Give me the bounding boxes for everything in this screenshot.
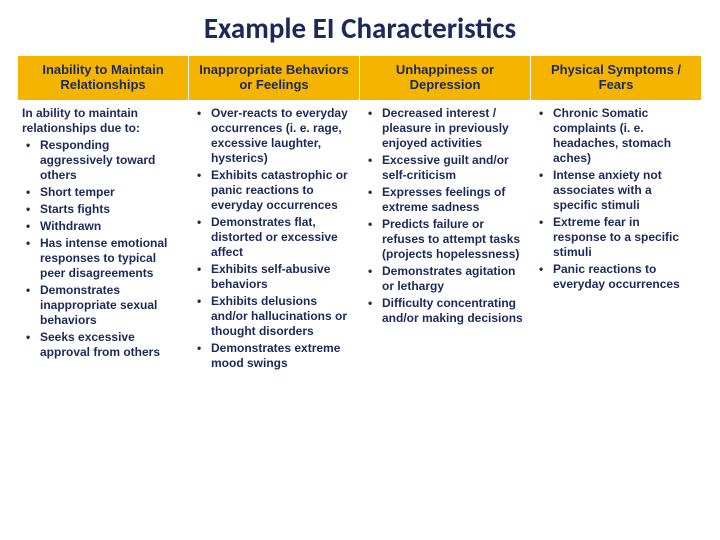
bullet-item: Intense anxiety not associates with a sp… xyxy=(535,168,696,213)
bullet-item: Excessive guilt and/or self-criticism xyxy=(364,153,525,183)
col-header-0: Inability to Maintain Relationships xyxy=(18,56,189,100)
bullet-item: Panic reactions to everyday occurrences xyxy=(535,262,696,292)
bullet-item: Starts fights xyxy=(22,202,183,217)
col-3-bullets: Chronic Somatic complaints (i. e. headac… xyxy=(535,106,696,292)
bullet-item: Exhibits self-abusive behaviors xyxy=(193,262,354,292)
bullet-item: Responding aggressively toward others xyxy=(22,138,183,183)
col-body-2: Decreased interest / pleasure in previou… xyxy=(360,100,531,379)
bullet-item: Chronic Somatic complaints (i. e. headac… xyxy=(535,106,696,166)
bullet-item: Demonstrates flat, distorted or excessiv… xyxy=(193,215,354,260)
col-body-0: In ability to maintain relationships due… xyxy=(18,100,189,379)
col-header-3: Physical Symptoms / Fears xyxy=(531,56,702,100)
page-title: Example EI Characteristics xyxy=(18,10,702,46)
bullet-item: Demonstrates extreme mood swings xyxy=(193,341,354,371)
col-header-1: Inappropriate Behaviors or Feelings xyxy=(189,56,360,100)
col-0-bullets: Responding aggressively toward others Sh… xyxy=(22,138,183,360)
slide: Example EI Characteristics Inability to … xyxy=(0,0,720,540)
col-body-1: Over-reacts to everyday occurrences (i. … xyxy=(189,100,360,379)
bullet-item: Expresses feelings of extreme sadness xyxy=(364,185,525,215)
bullet-item: Short temper xyxy=(22,185,183,200)
col-header-2: Unhappiness or Depression xyxy=(360,56,531,100)
bullet-item: Seeks excessive approval from others xyxy=(22,330,183,360)
bullet-item: Demonstrates inappropriate sexual behavi… xyxy=(22,283,183,328)
bullet-item: Exhibits catastrophic or panic reactions… xyxy=(193,168,354,213)
bullet-item: Difficulty concentrating and/or making d… xyxy=(364,296,525,326)
bullet-item: Demonstrates agitation or lethargy xyxy=(364,264,525,294)
bullet-item: Withdrawn xyxy=(22,219,183,234)
bullet-item: Over-reacts to everyday occurrences (i. … xyxy=(193,106,354,166)
bullet-item: Decreased interest / pleasure in previou… xyxy=(364,106,525,151)
bullet-item: Extreme fear in response to a specific s… xyxy=(535,215,696,260)
col-2-bullets: Decreased interest / pleasure in previou… xyxy=(364,106,525,326)
characteristics-grid: Inability to Maintain Relationships Inap… xyxy=(18,56,702,379)
bullet-item: Exhibits delusions and/or hallucinations… xyxy=(193,294,354,339)
bullet-item: Predicts failure or refuses to attempt t… xyxy=(364,217,525,262)
bullet-item: Has intense emotional responses to typic… xyxy=(22,236,183,281)
col-1-bullets: Over-reacts to everyday occurrences (i. … xyxy=(193,106,354,371)
col-0-intro: In ability to maintain relationships due… xyxy=(22,106,183,136)
col-body-3: Chronic Somatic complaints (i. e. headac… xyxy=(531,100,702,379)
